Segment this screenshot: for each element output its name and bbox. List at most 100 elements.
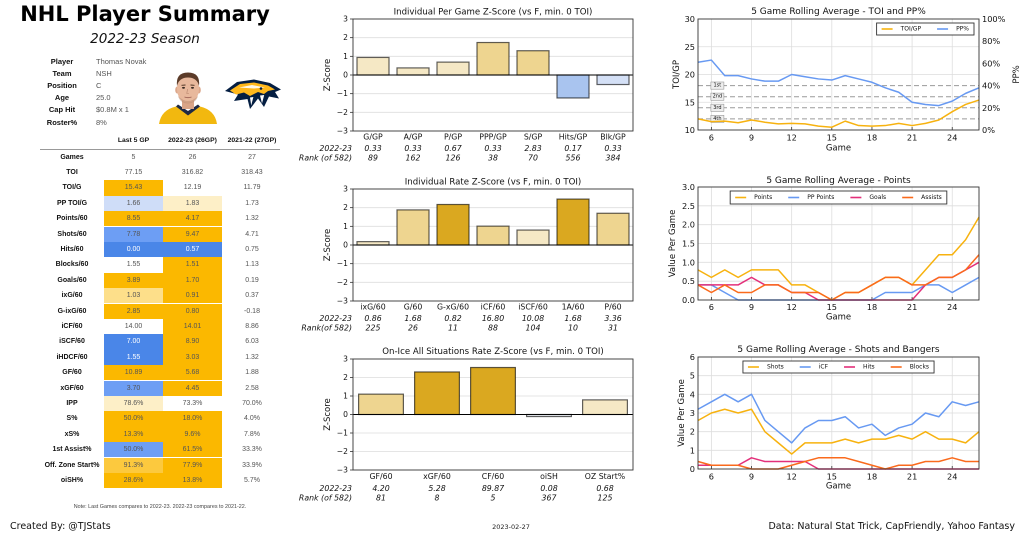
y-tick-label: 0.0 <box>682 295 695 305</box>
y-axis-label: Value Per Game <box>668 210 678 278</box>
season-value-label: 0.82 <box>444 314 461 323</box>
bar-a-gp <box>396 67 430 76</box>
reference-line-label: 4th <box>713 116 721 122</box>
stat-cell: 1.88 <box>245 369 259 377</box>
table-row-off-zone-start: Off. Zone Start% 91.3% 77.9% 33.9% <box>40 457 282 473</box>
row-label: Shots/60 <box>57 230 87 238</box>
season-value-label: 0.67 <box>444 144 461 153</box>
bar-blk-gp <box>596 74 630 86</box>
stat-cell: 4.0% <box>244 415 260 423</box>
stat-cell: 73.3% <box>182 400 203 408</box>
table-header-divider <box>40 149 280 150</box>
x-tick-label: 18 <box>867 472 877 482</box>
series-line-points <box>697 216 980 301</box>
stat-cell: 5 <box>131 153 136 161</box>
rank-label: 162 <box>406 154 421 163</box>
stat-cell: 33.9% <box>242 461 262 469</box>
info-row-age: Age 25.0 <box>34 92 111 104</box>
info-row-cap-hit: Cap Hit $0.8M x 1 <box>34 104 129 116</box>
row-label: Hits/60 <box>60 246 84 254</box>
stat-cell: 1.70 <box>163 272 222 289</box>
table-row-shots-60: Shots/60 7.78 9.47 4.71 <box>40 226 282 242</box>
stat-cell: 4.71 <box>245 230 259 238</box>
x-tick-label: 18 <box>867 302 877 312</box>
season-value-label: 2.83 <box>524 144 541 153</box>
stat-cell: 26 <box>188 153 197 161</box>
series-line-shots <box>697 408 980 455</box>
bar-1a-60 <box>556 198 590 246</box>
stat-cell: 2.85 <box>104 303 163 319</box>
row-label: Blocks/60 <box>55 261 89 269</box>
row-label: iHDCF/60 <box>56 353 88 361</box>
column-header-2021-22-27gp: 2021-22 (27GP) <box>227 137 277 144</box>
series-line-pp <box>697 59 980 107</box>
stat-cell: 1.55 <box>126 261 141 269</box>
x-tick-label: 12 <box>786 302 796 312</box>
rank-label: 70 <box>528 154 538 163</box>
rank-label: 225 <box>366 324 381 333</box>
category-label: A/GP <box>404 133 423 142</box>
info-label: Team <box>52 68 72 78</box>
points-rolling-chart: 5 Game Rolling Average - Points 6 9 12 15 18 2… <box>668 176 980 323</box>
chart-title: 5 Game Rolling Average - Points <box>766 176 911 186</box>
series-line-blocks <box>697 457 979 470</box>
row-label: xS% <box>64 430 80 438</box>
stat-cell: 1.03 <box>104 288 163 304</box>
rank-label: 31 <box>608 324 618 333</box>
stat-cell: 0.37 <box>245 292 259 300</box>
plot-frame <box>352 358 634 471</box>
y-tick-label: −3 <box>337 127 348 136</box>
bar-cf-60 <box>470 366 517 416</box>
season-value-label: 89.87 <box>482 484 504 493</box>
series-line-icf <box>697 393 980 444</box>
stat-cell: 3.03 <box>163 349 222 366</box>
legend-label-assists: Assists <box>921 194 942 201</box>
bar-g-xg-60 <box>436 203 470 246</box>
legend-label-blocks: Blocks <box>910 364 929 371</box>
stat-cell: 1.73 <box>245 199 259 207</box>
column-header-2022-23-26gp: 2022-23 (26GP) <box>168 137 217 144</box>
bar-xgf-60 <box>414 371 461 416</box>
table-row-1st-assist: 1st Assist% 50.0% 61.5% 33.3% <box>40 442 282 458</box>
info-value: 8% <box>96 117 107 127</box>
x-tick-label: 12 <box>786 472 796 482</box>
legend-box <box>876 22 975 36</box>
rank-label: 125 <box>598 494 613 503</box>
x-tick-label: 24 <box>947 133 957 143</box>
stat-cell: 77.9% <box>163 457 222 473</box>
chart-title: On-Ice All Situations Rate Z-Score (vs F… <box>382 347 603 357</box>
rank-label: 11 <box>448 324 458 333</box>
y-tick-label: 0.5 <box>682 276 695 286</box>
plot-frame <box>697 186 980 301</box>
y-tick-label: −3 <box>337 466 348 475</box>
y2-tick-label: 20% <box>982 103 1000 113</box>
y-tick-label: 2 <box>343 203 348 212</box>
stat-cell: 1.13 <box>245 261 259 269</box>
y-tick-label: −2 <box>337 447 348 456</box>
y-tick-label: 1 <box>343 52 348 61</box>
info-label: Roster% <box>46 117 78 127</box>
legend-label-goals: Goals <box>869 194 886 201</box>
season-value-label: 0.17 <box>564 144 581 153</box>
stat-cell: 11.79 <box>243 184 261 192</box>
info-label: Position <box>47 80 77 90</box>
info-value: Thomas Novak <box>96 56 147 66</box>
y-tick-label: 3 <box>343 15 348 24</box>
table-row-icf-60: iCF/60 14.00 14.01 8.86 <box>40 318 282 335</box>
category-label: ixG/60 <box>360 303 385 312</box>
category-label: P/GP <box>444 133 462 142</box>
x-tick-label: 9 <box>749 133 754 143</box>
chart-title: 5 Game Rolling Average - TOI and PP% <box>751 7 926 17</box>
table-row-g-ixg-60: G-ixG/60 2.85 0.80 -0.18 <box>40 303 282 319</box>
legend-label-toi-gp: TOI/GP <box>900 26 922 33</box>
chart-title: Individual Per Game Z-Score (vs F, min. … <box>394 8 593 18</box>
plot-frame <box>352 18 634 132</box>
stat-cell: 0.91 <box>163 288 222 304</box>
rank-row-label: Rank(of 582) <box>301 324 352 333</box>
rank-label: 10 <box>568 324 578 333</box>
bar-icf-60 <box>476 225 510 246</box>
plot-frame <box>697 18 980 131</box>
nashville-predators-logo-icon <box>225 79 281 109</box>
x-axis-label: Game <box>826 144 851 154</box>
y-tick-label: 2.5 <box>682 201 695 211</box>
